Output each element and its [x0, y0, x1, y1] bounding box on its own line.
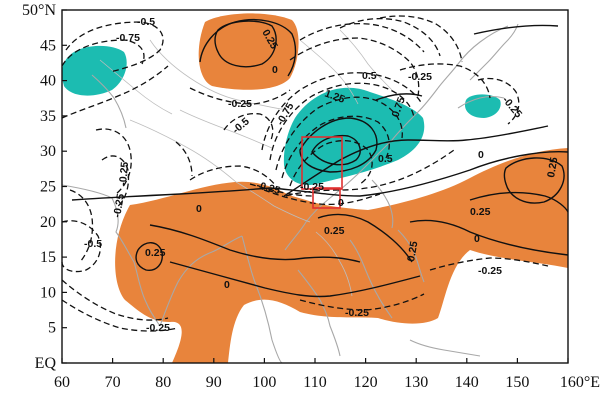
x-tick-label: 160°E	[560, 374, 600, 391]
contour-label: -0.25	[146, 322, 170, 334]
contour-label: 0	[338, 197, 344, 209]
y-tick-label: 15	[40, 249, 56, 266]
contour-label: -0.25	[345, 307, 369, 319]
contour-label: -0.5	[84, 238, 102, 250]
contour-label: 0	[478, 149, 484, 161]
x-tick-label: 60	[54, 374, 70, 391]
positive-region-mongolia	[198, 13, 299, 90]
positive-region-tropics	[115, 148, 568, 363]
contour-label: 0	[474, 233, 480, 245]
y-tick-label: 40	[40, 73, 56, 90]
y-tick-label: 45	[40, 37, 56, 54]
y-tick-label: 25	[40, 179, 56, 196]
x-tick-label: 70	[105, 374, 121, 391]
contour-label: 0	[224, 279, 230, 291]
study-region-box	[301, 136, 343, 209]
y-tick-label: 50°N	[22, 2, 56, 19]
y-tick-label: 5	[48, 320, 56, 337]
contour-label: 0.25	[470, 206, 491, 218]
contour-label: 0	[272, 64, 278, 76]
x-tick-label: 140	[455, 374, 479, 391]
x-tick-label: 90	[206, 374, 222, 391]
contour-label: 0.25	[545, 156, 560, 178]
y-tick-label: EQ	[35, 355, 57, 372]
contour-label: 0.25	[324, 225, 345, 237]
contour-label: -0.25	[478, 265, 502, 277]
solid-contours	[71, 19, 569, 298]
contour-label: -0.5	[137, 16, 155, 28]
x-tick-label: 110	[303, 374, 326, 391]
contour-label: -0.25	[117, 161, 131, 186]
x-axis: 60 70 80 90 100 110 120 130 140 150 160°E	[54, 358, 600, 391]
coastlines	[61, 23, 519, 364]
x-tick-label: 100	[252, 374, 276, 391]
contour-label: 0.25	[145, 247, 166, 259]
contour-label: 0.5	[362, 70, 377, 82]
contour-label: 0.5	[378, 153, 393, 165]
y-tick-label: 10	[40, 284, 56, 301]
negative-region-central-asia	[62, 45, 127, 96]
contour-label: -0.75	[116, 32, 140, 44]
negative-region-yangtze	[283, 87, 425, 186]
contour-label: -0.25	[300, 181, 324, 193]
contour-label: -0.25	[111, 193, 127, 219]
x-tick-label: 80	[155, 374, 171, 391]
y-tick-label: 30	[40, 143, 56, 160]
y-tick-label: 20	[40, 214, 56, 231]
dashed-contours	[61, 15, 549, 332]
y-axis: EQ 5 10 15 20 25 30 35 40 45 50°N	[22, 2, 67, 372]
contour-label: 0	[196, 203, 202, 215]
x-tick-label: 130	[404, 374, 428, 391]
contour-label: -0.25	[408, 71, 432, 83]
x-tick-label: 150	[505, 374, 529, 391]
x-tick-label: 120	[354, 374, 378, 391]
y-tick-label: 35	[40, 108, 56, 125]
contour-label: 0.25	[405, 240, 420, 262]
contour-label: -0.25	[228, 98, 252, 110]
